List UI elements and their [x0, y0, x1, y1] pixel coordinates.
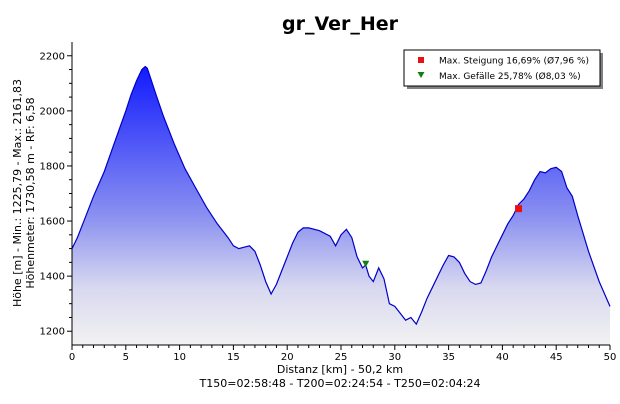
x-tick-label: 30: [388, 352, 401, 363]
data-markers: [362, 205, 523, 268]
elevation-fill: [72, 66, 610, 345]
x-tick-label: 20: [281, 352, 294, 363]
max-gefaelle-marker: [362, 260, 370, 268]
x-tick-label: 50: [604, 352, 617, 363]
x-tick-label: 40: [496, 352, 509, 363]
max-steigung-marker: [515, 205, 523, 213]
legend: Max. Steigung 16,69% (Ø7,96 %) Max. Gefä…: [403, 49, 603, 89]
y-tick-label: 1600: [40, 217, 65, 228]
y-tick-label: 1800: [40, 161, 65, 172]
y-axis-label-line2: Höhenmeter: 1730,58 m - RF: 6,58: [24, 97, 37, 288]
y-tick-label: 1400: [40, 272, 65, 283]
y-tick-label: 2000: [40, 106, 65, 117]
chart-title: gr_Ver_Her: [282, 13, 399, 35]
x-tick-label: 45: [550, 352, 563, 363]
timing-footer: T150=02:58:48 - T200=02:24:54 - T250=02:…: [199, 377, 481, 390]
legend-steigung-marker: [418, 57, 424, 63]
x-tick-label: 15: [227, 352, 240, 363]
x-tick-label: 10: [173, 352, 186, 363]
x-tick-label: 5: [123, 352, 129, 363]
legend-gefaelle-marker: [417, 72, 425, 78]
legend-gefaelle-label: Max. Gefälle 25,78% (Ø8,03 %): [439, 71, 581, 82]
x-tick-label: 0: [69, 352, 75, 363]
y-tick-label: 2200: [40, 51, 65, 62]
x-tick-label: 25: [335, 352, 348, 363]
axes: 0 5 10 15 20 25 30 35 40 45 50 1200 1400 1600 1800 2000…: [40, 42, 617, 363]
y-axis-label-line1: Höhe [m] - Min.: 1225,79 - Max.: 2161,83: [11, 79, 24, 307]
legend-steigung-label: Max. Steigung 16,69% (Ø7,96 %): [439, 56, 589, 67]
y-tick-label: 1200: [40, 327, 65, 338]
x-axis-label: Distanz [km] - 50,2 km: [277, 363, 403, 376]
x-tick-label: 35: [442, 352, 455, 363]
legend-box: [403, 49, 601, 87]
